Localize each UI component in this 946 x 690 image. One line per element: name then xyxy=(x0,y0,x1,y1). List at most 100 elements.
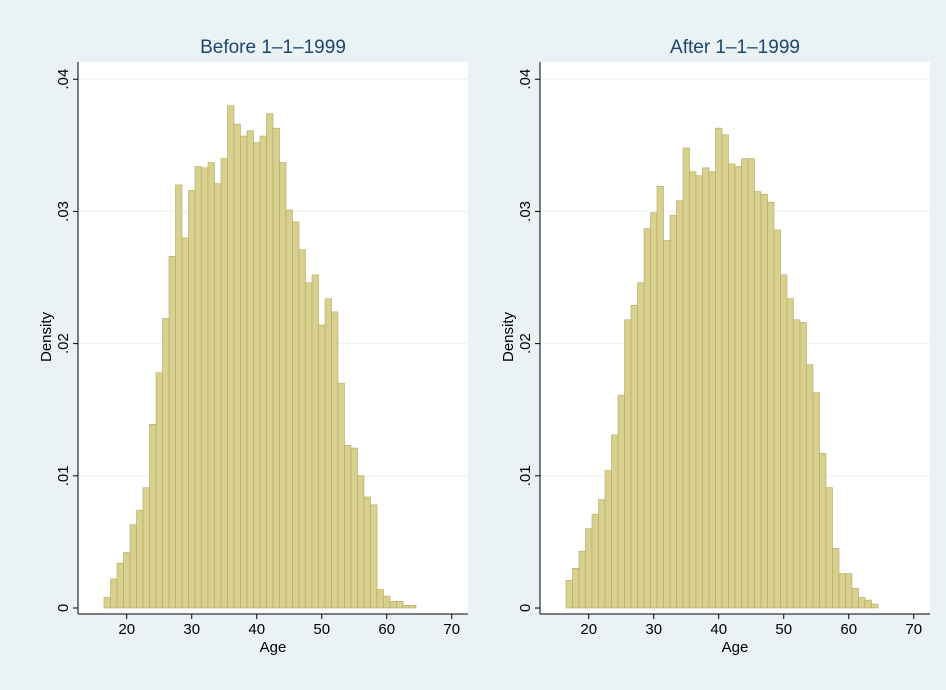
bar xyxy=(838,573,846,609)
bar xyxy=(643,228,651,609)
bar xyxy=(669,215,677,609)
bar xyxy=(103,597,111,609)
bar xyxy=(689,171,697,609)
bar xyxy=(376,589,384,609)
bar xyxy=(676,200,684,609)
bar xyxy=(149,423,157,609)
bar xyxy=(142,487,150,609)
y-tick-label: .03 xyxy=(55,201,72,222)
bar xyxy=(240,135,248,609)
y-tick-label: .04 xyxy=(55,69,72,90)
bar xyxy=(663,240,671,609)
y-tick-label: .04 xyxy=(517,69,534,90)
bar xyxy=(110,578,118,609)
bar xyxy=(155,372,163,609)
bar xyxy=(793,319,801,609)
bar xyxy=(194,166,202,609)
bar xyxy=(617,394,625,609)
y-tick-label: 0 xyxy=(517,604,534,612)
x-tick-label: 70 xyxy=(905,621,922,638)
bar xyxy=(786,298,794,609)
x-tick-label: 30 xyxy=(183,621,200,638)
bar xyxy=(298,249,306,609)
bar xyxy=(598,499,606,609)
bar xyxy=(715,127,723,609)
bar xyxy=(370,504,378,609)
x-tick-label: 60 xyxy=(378,621,395,638)
bar xyxy=(227,105,235,609)
bar xyxy=(214,183,222,609)
bar xyxy=(383,595,391,609)
bar xyxy=(702,167,710,609)
bar xyxy=(858,597,866,609)
x-tick-label: 30 xyxy=(645,621,662,638)
bar xyxy=(201,167,209,609)
bar xyxy=(292,221,300,609)
x-tick-label: 20 xyxy=(118,621,135,638)
bar xyxy=(253,142,261,609)
bar xyxy=(233,123,241,609)
bar xyxy=(708,171,716,609)
bar xyxy=(129,524,137,609)
bar xyxy=(611,434,619,609)
bar xyxy=(754,191,762,609)
bar xyxy=(350,447,358,609)
bar xyxy=(324,298,332,609)
x-tick-label: 40 xyxy=(248,621,265,638)
bar xyxy=(656,185,664,609)
bar xyxy=(181,237,189,609)
bar xyxy=(845,573,853,609)
bar xyxy=(721,134,729,609)
bar xyxy=(266,113,274,609)
y-tick-label: 0 xyxy=(55,604,72,612)
x-axis-label: Age xyxy=(722,639,749,656)
bar xyxy=(825,487,833,609)
bar xyxy=(402,605,410,609)
x-tick-label: 40 xyxy=(710,621,727,638)
bar xyxy=(695,175,703,609)
bar xyxy=(207,162,215,609)
bar xyxy=(136,509,144,609)
bar xyxy=(162,318,170,609)
bar xyxy=(331,311,339,609)
y-tick-label: .01 xyxy=(517,465,534,486)
bar xyxy=(220,158,228,609)
bar xyxy=(871,603,879,609)
bar xyxy=(318,324,326,609)
bar xyxy=(747,158,755,609)
bar xyxy=(604,470,612,609)
bar xyxy=(773,229,781,609)
bar xyxy=(311,274,319,609)
chart-title: Before 1–1–1999 xyxy=(200,37,346,58)
bar xyxy=(637,282,645,609)
bar xyxy=(591,513,599,609)
bar xyxy=(279,162,287,609)
y-axis-label: Density xyxy=(38,311,55,362)
bar xyxy=(409,605,417,609)
bar xyxy=(741,158,749,609)
bar xyxy=(819,453,827,609)
x-tick-label: 70 xyxy=(443,621,460,638)
bar xyxy=(780,274,788,609)
bar xyxy=(650,212,658,609)
bar xyxy=(259,135,267,609)
chart-title: After 1–1–1999 xyxy=(670,37,800,58)
bar xyxy=(572,568,580,609)
x-tick-label: 60 xyxy=(840,621,857,638)
bar xyxy=(728,163,736,609)
bar xyxy=(682,147,690,609)
bar xyxy=(565,579,573,609)
bar xyxy=(760,193,768,609)
bar xyxy=(116,562,124,609)
bar xyxy=(396,601,404,609)
bar xyxy=(246,130,254,609)
y-tick-label: .01 xyxy=(55,465,72,486)
bar xyxy=(123,552,131,609)
bar xyxy=(305,282,313,609)
y-axis-label: Density xyxy=(500,311,517,362)
bar xyxy=(585,528,593,609)
bar xyxy=(630,304,638,609)
bar xyxy=(864,599,872,609)
y-tick-label: .03 xyxy=(517,201,534,222)
